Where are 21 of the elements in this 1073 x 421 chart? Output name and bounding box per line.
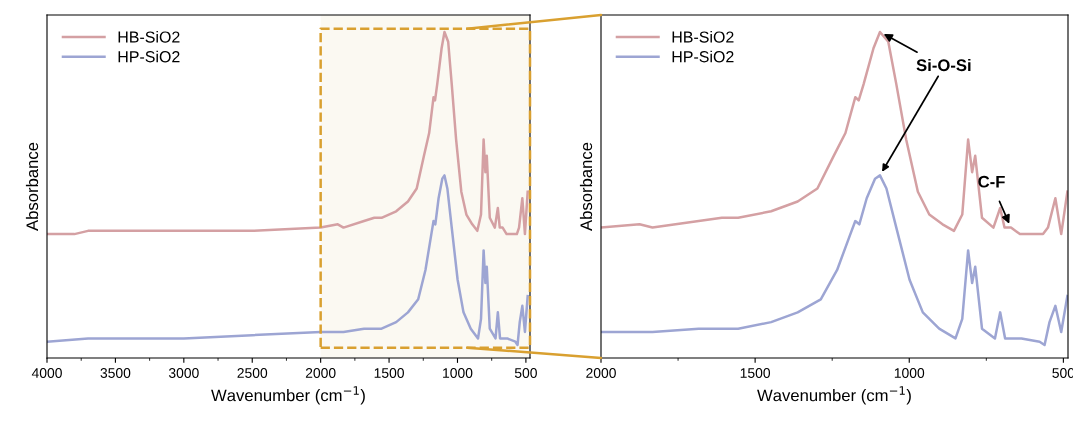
x-tick-label: 500 [514, 368, 537, 378]
x-tick-label: 1500 [374, 368, 404, 378]
x-tick-label: 2500 [237, 368, 268, 378]
x-tick-label: 3500 [100, 368, 131, 378]
x-axis-title: Wavenumber (cm$^{−1}$) [211, 386, 365, 405]
x-tick-label: 1500 [740, 368, 771, 378]
x-axis-title: Wavenumber (cm$^{−1}$) [757, 386, 911, 405]
annotation: Si-O-Si [916, 58, 971, 72]
y-axis-title: Absorbance [579, 142, 593, 231]
x-tick-label: 1000 [894, 368, 925, 378]
legend-label: HP-SiO2 [672, 50, 734, 63]
x-tick-label: 1000 [443, 368, 473, 378]
legend-label: HB-SiO2 [118, 30, 180, 43]
x-tick-label: 2000 [305, 368, 336, 378]
y-axis-title: Absorbance [25, 142, 39, 231]
annotation: C-F [978, 175, 1005, 188]
legend-label: HB-SiO2 [672, 30, 734, 43]
x-tick-label: 3000 [168, 368, 199, 378]
x-tick-label: 4000 [31, 368, 62, 378]
x-tick-label: 2000 [586, 368, 616, 378]
legend-label: HP-SiO2 [118, 50, 180, 63]
